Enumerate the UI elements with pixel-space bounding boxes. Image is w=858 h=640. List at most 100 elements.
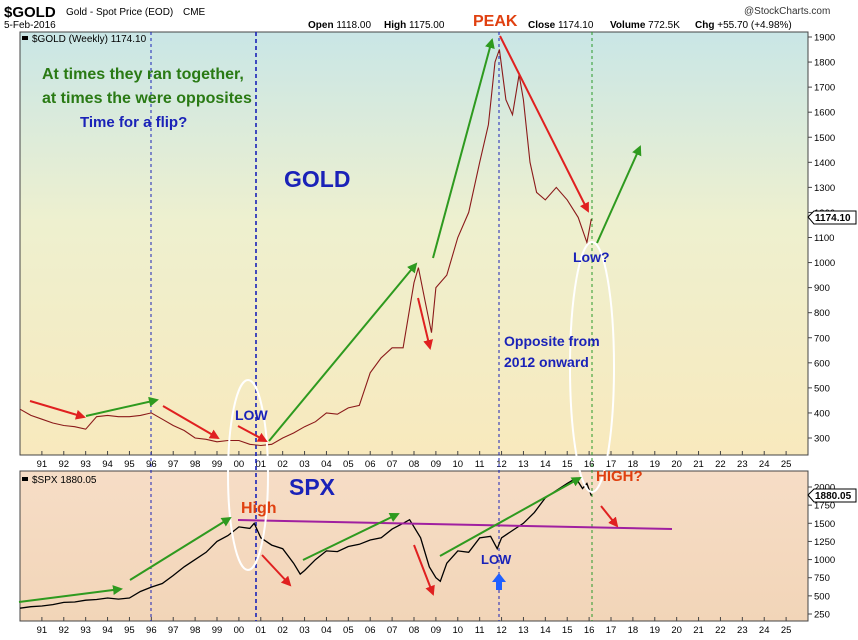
gold-price-tag: 1174.10	[807, 210, 857, 225]
x-tick-label: 19	[649, 625, 660, 636]
x-tick-label: 09	[431, 625, 442, 636]
gold-y-tick-label: 700	[814, 333, 830, 344]
annotation-spx: SPX	[289, 474, 336, 500]
x-tick-label: 09	[431, 459, 442, 470]
x-tick-label: 20	[671, 459, 682, 470]
x-tick-label: 07	[387, 625, 398, 636]
annotation-spx-high-question: HIGH?	[596, 468, 643, 485]
x-axis-gold: 9192939495969798990001020304050607080910…	[37, 451, 791, 470]
x-tick-label: 14	[540, 625, 551, 636]
x-tick-label: 04	[321, 625, 332, 636]
annotation-flip: Time for a flip?	[80, 114, 188, 131]
x-tick-label: 18	[628, 459, 639, 470]
x-tick-label: 02	[277, 459, 288, 470]
x-tick-label: 93	[80, 625, 91, 636]
x-tick-label: 00	[234, 625, 245, 636]
x-tick-label: 01	[255, 459, 266, 470]
x-tick-label: 95	[124, 459, 135, 470]
gold-y-tick-label: 1300	[814, 183, 835, 194]
x-tick-label: 94	[102, 625, 113, 636]
x-tick-label: 99	[212, 459, 223, 470]
close-label: Close 1174.10	[528, 20, 594, 31]
open-label: Open 1118.00	[308, 20, 372, 31]
annotation-gold: GOLD	[284, 166, 351, 192]
x-tick-label: 21	[693, 459, 704, 470]
x-tick-label: 07	[387, 459, 398, 470]
x-tick-label: 05	[343, 459, 354, 470]
chart-description: Gold - Spot Price (EOD)	[66, 7, 174, 18]
x-tick-label: 10	[452, 459, 463, 470]
x-tick-label: 97	[168, 459, 179, 470]
x-tick-label: 03	[299, 459, 310, 470]
x-tick-label: 17	[606, 625, 617, 636]
gold-y-tick-label: 1700	[814, 83, 835, 94]
spx-legend: $SPX 1880.05	[32, 475, 97, 486]
x-tick-label: 08	[409, 625, 420, 636]
gold-y-tick-label: 800	[814, 308, 830, 319]
annotation-opposites: at times the were opposites	[42, 90, 252, 107]
x-tick-label: 12	[496, 625, 507, 636]
x-tick-label: 16	[584, 459, 595, 470]
spx-down-arrows	[261, 505, 619, 596]
ellipse-2016	[569, 241, 615, 493]
x-tick-label: 11	[475, 459, 485, 470]
spx-price-tag: 1880.05	[807, 488, 857, 503]
spx-y-tick-label: 1000	[814, 555, 835, 566]
spx-y-tick-label: 2000	[814, 483, 835, 494]
x-tick-label: 10	[452, 625, 463, 636]
stockcharts-watermark: @StockCharts.com	[744, 6, 831, 17]
x-tick-label: 19	[649, 459, 660, 470]
spx-y-tick-label: 250	[814, 610, 830, 621]
annotation-peak: PEAK	[473, 13, 518, 30]
spx-y-axis: 250 500 750 1000 1250 1500 1750 2000	[808, 483, 835, 621]
x-tick-label: 15	[562, 459, 573, 470]
gold-y-tick-label: 1400	[814, 158, 835, 169]
ellipse-2001	[227, 379, 269, 571]
x-tick-label: 22	[715, 625, 726, 636]
x-tick-label: 17	[606, 459, 617, 470]
x-tick-label: 06	[365, 625, 376, 636]
x-tick-label: 23	[737, 459, 748, 470]
chart-date: 5-Feb-2016	[4, 20, 56, 31]
chart-symbol: $GOLD	[4, 4, 56, 21]
gold-y-tick-label: 1900	[814, 33, 835, 44]
x-tick-label: 22	[715, 459, 726, 470]
x-tick-label: 21	[693, 625, 704, 636]
x-tick-label: 00	[234, 459, 245, 470]
spx-up-arrows	[18, 477, 582, 603]
x-tick-label: 99	[212, 625, 223, 636]
chg-label: Chg +55.70 (+4.98%)	[695, 20, 792, 31]
volume-label: Volume 772.5K	[610, 20, 680, 31]
x-axis-spx: 91 92 93 94 95 96 97 98 99 00 01 02 03 04 05 06 07 08 09 10…	[37, 617, 791, 636]
x-tick-label: 97	[168, 625, 179, 636]
spx-y-tick-label: 1500	[814, 519, 835, 530]
gold-y-tick-label: 1600	[814, 108, 835, 119]
x-tick-label: 92	[58, 625, 69, 636]
spx-y-tick-label: 750	[814, 573, 830, 584]
x-tick-label: 15	[562, 625, 573, 636]
gold-y-tick-label: 300	[814, 434, 830, 445]
annotation-gold-low: LOW	[235, 407, 268, 423]
gold-y-tick-label: 900	[814, 283, 830, 294]
x-tick-label: 04	[321, 459, 332, 470]
x-tick-label: 01	[255, 625, 266, 636]
gold-down-arrows	[29, 35, 589, 442]
spx-low-marker	[492, 573, 506, 590]
gold-y-tick-label: 1800	[814, 58, 835, 69]
annotation-2012-onward: 2012 onward	[504, 354, 589, 370]
spx-resistance-line	[237, 519, 673, 530]
svg-text:1174.10: 1174.10	[815, 213, 851, 224]
x-tick-label: 24	[759, 625, 770, 636]
spx-y-tick-label: 1750	[814, 501, 835, 512]
x-tick-label: 12	[496, 459, 507, 470]
x-tick-label: 18	[628, 625, 639, 636]
gold-y-tick-label: 500	[814, 383, 830, 394]
x-tick-label: 92	[58, 459, 69, 470]
gold-legend: $GOLD (Weekly) 1174.10	[32, 34, 147, 45]
x-tick-label: 13	[518, 625, 529, 636]
annotation-low-question: Low?	[573, 249, 610, 265]
gold-y-tick-label: 600	[814, 358, 830, 369]
spx-y-tick-label: 500	[814, 591, 830, 602]
annotation-opposite-from: Opposite from	[504, 333, 600, 349]
